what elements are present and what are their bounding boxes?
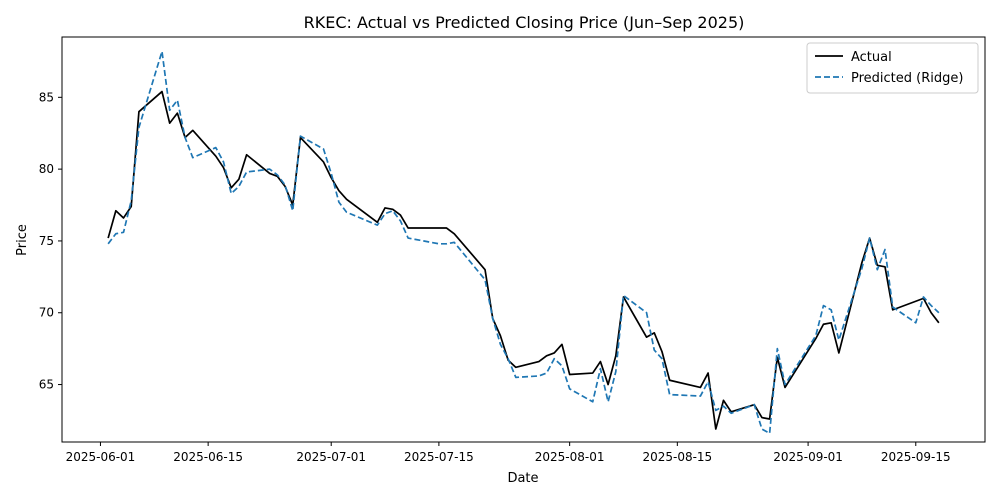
y-tick-label: 70 — [39, 306, 54, 320]
y-tick-label: 85 — [39, 90, 54, 104]
predicted-series-line — [107, 50, 940, 435]
y-axis-label: Price — [15, 224, 30, 256]
axes: 2025-06-01 2025-06-15 2025-07-01 2025-07-15… — [39, 90, 951, 464]
x-tick-label: 2025-06-01 — [66, 450, 136, 464]
actual-series-line — [107, 90, 940, 430]
legend-predicted-label: Predicted (Ridge) — [851, 71, 963, 86]
y-tick-label: 65 — [39, 378, 54, 392]
x-tick-label: 2025-07-01 — [296, 450, 366, 464]
x-tick-label: 2025-09-01 — [773, 450, 843, 464]
x-axis-label: Date — [507, 471, 538, 486]
y-tick-label: 75 — [39, 234, 54, 248]
x-tick-label: 2025-08-15 — [642, 450, 712, 464]
y-tick-label: 80 — [39, 162, 54, 176]
legend: Actual Predicted (Ridge) — [806, 42, 979, 94]
legend-box — [806, 42, 979, 94]
plot-frame — [61, 36, 986, 443]
series-layer — [107, 50, 940, 435]
x-tick-label: 2025-06-15 — [173, 450, 243, 464]
x-tick-label: 2025-08-01 — [535, 450, 605, 464]
chart-title: RKEC: Actual vs Predicted Closing Price … — [304, 13, 745, 32]
x-tick-label: 2025-09-15 — [881, 450, 951, 464]
x-tick-label: 2025-07-15 — [404, 450, 474, 464]
legend-actual-label: Actual — [851, 50, 892, 65]
